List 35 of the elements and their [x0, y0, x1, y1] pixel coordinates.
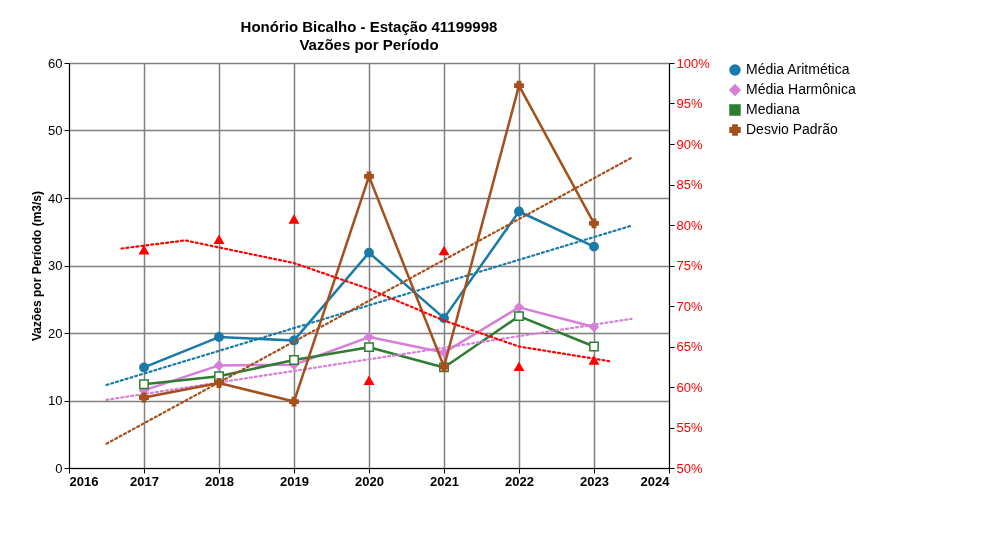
- x-tick-label: 2020: [355, 473, 384, 489]
- y2-tick-label: 60%: [676, 379, 703, 395]
- y-tick-label: 60: [48, 55, 63, 71]
- x-tick-label: 2017: [130, 473, 159, 489]
- y-tick-label: 30: [48, 258, 63, 273]
- y2-tick-label: 100%: [676, 55, 711, 71]
- y2-tick-label: 90%: [676, 136, 703, 152]
- y2-tick-label: 85%: [676, 177, 703, 192]
- x-tick-label: 2019: [280, 473, 309, 489]
- x-tick-label: 2024: [640, 473, 671, 489]
- y2-tick-label: 55%: [676, 420, 703, 435]
- legend-label: Mediana: [746, 101, 800, 117]
- x-tick-label: 2022: [505, 473, 534, 489]
- line-series: [120, 239, 611, 363]
- y-tick-label: 10: [48, 393, 63, 408]
- y-tick-label: 40: [48, 190, 63, 206]
- y2-tick-label: 70%: [676, 298, 703, 314]
- y-tick-label: 50: [48, 123, 63, 138]
- y-axis-title: Vazões por Período (m3/s): [30, 190, 45, 342]
- x-tick-label: 2023: [580, 473, 609, 489]
- y2-tick-label: 80%: [676, 217, 703, 233]
- legend-label: Desvio Padrão: [746, 121, 839, 137]
- x-tick-label: 2018: [205, 473, 234, 489]
- legend-label: Média Harmônica: [746, 81, 856, 97]
- y2-tick-label: 65%: [676, 339, 703, 354]
- y-tick-label: 0: [55, 460, 63, 476]
- y-tick-label: 20: [48, 325, 63, 341]
- chart-subtitle: Vazões por Período: [299, 36, 439, 53]
- x-tick-label: 2016: [69, 473, 99, 489]
- x-tick-label: 2021: [430, 473, 459, 489]
- chart-title: Honório Bicalho - Estação 41199998: [240, 18, 498, 35]
- legend-label: Média Aritmética: [746, 61, 850, 77]
- y2-tick-label: 95%: [676, 96, 703, 111]
- y2-tick-label: 75%: [676, 258, 703, 273]
- y2-tick-label: 50%: [676, 460, 703, 476]
